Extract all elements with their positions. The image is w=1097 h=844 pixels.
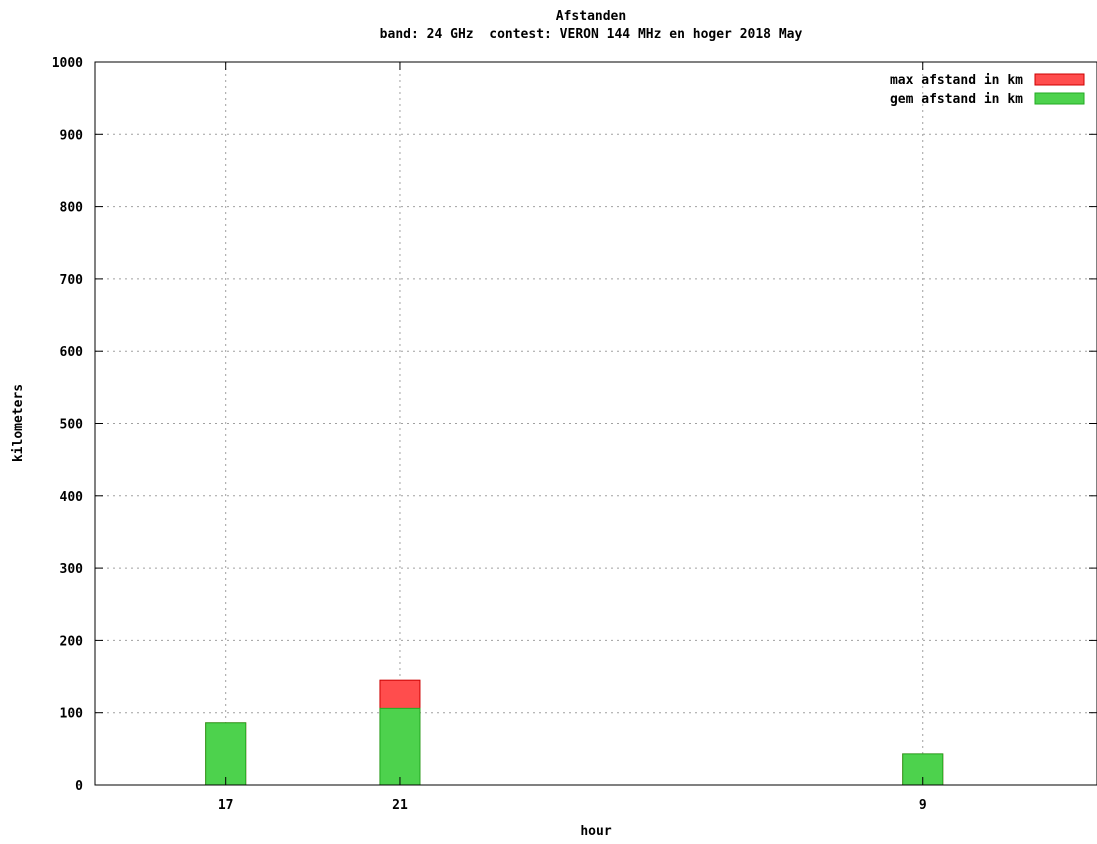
y-tick-label: 300	[60, 562, 84, 577]
legend: max afstand in km gem afstand in km	[890, 73, 1085, 107]
y-tick-label: 500	[60, 418, 84, 433]
y-axis-ticks: 0 100 200 300 400 500 600 700 800 900 1000	[52, 56, 1097, 794]
bar-gem-17	[205, 722, 247, 786]
y-tick-label: 600	[60, 345, 84, 360]
y-tick-label: 400	[60, 490, 84, 505]
legend-swatch-gem	[1034, 92, 1085, 105]
x-tick-label: 21	[392, 798, 408, 813]
chart-title: Afstanden	[556, 9, 626, 24]
y-tick-label: 1000	[52, 56, 83, 71]
y-axis-label: kilometers	[11, 384, 26, 462]
chart-subtitle: band: 24 GHz contest: VERON 144 MHz en h…	[380, 27, 803, 42]
x-tick-label: 17	[218, 798, 234, 813]
x-tick-label: 9	[919, 798, 927, 813]
legend-label: max afstand in km	[890, 73, 1023, 88]
y-tick-label: 900	[60, 128, 84, 143]
grid-lines	[95, 62, 1097, 785]
x-axis-label: hour	[580, 824, 611, 839]
bars	[205, 679, 944, 786]
y-tick-label: 0	[75, 779, 83, 794]
y-tick-label: 700	[60, 273, 84, 288]
y-tick-label: 800	[60, 201, 84, 216]
legend-label: gem afstand in km	[890, 92, 1023, 107]
bar-gem-21	[379, 707, 421, 786]
y-tick-label: 200	[60, 634, 84, 649]
legend-swatch-max	[1034, 73, 1085, 86]
y-tick-label: 100	[60, 707, 84, 722]
x-axis-ticks: 17 21 9	[218, 62, 927, 813]
